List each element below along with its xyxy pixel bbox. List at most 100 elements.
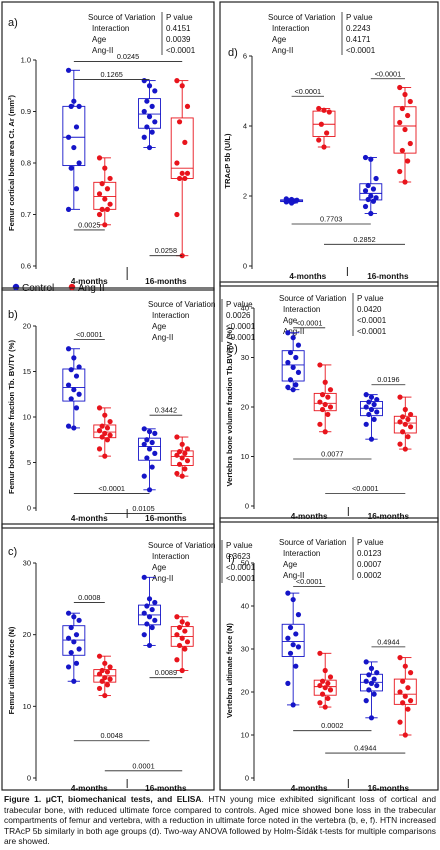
point-angii-4m <box>96 428 103 434</box>
point-control-16m <box>152 599 158 606</box>
point-control-16m <box>368 436 375 442</box>
group-label-16-months: 16-months <box>145 514 187 523</box>
point-control-16m <box>141 574 147 580</box>
y-tick-label: 0.8 <box>21 159 31 168</box>
point-angii-4m <box>96 446 103 452</box>
panel-a-label: a) <box>8 17 18 29</box>
point-control-4m <box>290 702 296 708</box>
stats-value-angii: <0.0001 <box>346 46 376 55</box>
y-tick-label: 10 <box>23 702 31 711</box>
point-angii-4m <box>319 691 326 697</box>
point-angii-4m <box>327 404 334 410</box>
comparison-label: 0.4944 <box>354 744 376 753</box>
y-tick-label: 30 <box>241 353 249 362</box>
box-angii-4m <box>313 679 337 696</box>
point-control-4m <box>65 423 72 429</box>
point-angii-16m <box>402 732 408 738</box>
point-control-16m <box>365 196 371 203</box>
point-angii-16m <box>397 419 403 425</box>
caption-title: Figure 1. μCT, biomechanical tests, and … <box>4 794 202 804</box>
point-control-4m <box>71 98 77 104</box>
point-angii-4m <box>99 667 105 674</box>
point-angii-16m <box>174 632 180 638</box>
point-control-4m <box>290 596 296 603</box>
point-control-4m <box>65 382 72 388</box>
y-tick-label: 0 <box>27 504 31 513</box>
point-control-16m <box>370 186 377 192</box>
point-angii-4m <box>316 105 322 112</box>
point-control-4m <box>76 646 82 652</box>
point-control-16m <box>149 103 155 109</box>
comparison-label: 0.0002 <box>321 721 343 730</box>
point-angii-4m <box>327 387 334 393</box>
stats-row-angii: Ang-II <box>152 574 173 583</box>
group-label-16-months: 16-months <box>145 277 187 286</box>
panel-e-label: e) <box>228 343 238 355</box>
point-angii-16m <box>176 175 183 182</box>
point-control-16m <box>141 426 147 432</box>
y-tick-label: 30 <box>241 645 249 654</box>
point-angii-4m <box>322 704 328 710</box>
point-angii-16m <box>184 621 191 627</box>
point-control-16m <box>141 473 147 479</box>
point-angii-4m <box>317 399 323 405</box>
point-control-4m <box>285 635 291 641</box>
point-control-16m <box>144 455 150 461</box>
y-axis-label: Femur cortical bone area Ct. Ar (mm²) <box>7 95 16 231</box>
point-angii-4m <box>102 660 108 666</box>
y-tick-label: 0.6 <box>21 262 31 271</box>
y-tick-label: 0 <box>243 262 247 271</box>
box-angii-4m <box>313 392 337 412</box>
point-control-4m <box>68 649 74 656</box>
point-control-4m <box>73 405 80 411</box>
point-control-16m <box>366 672 372 678</box>
point-angii-4m <box>99 678 105 684</box>
point-control-16m <box>146 642 153 649</box>
y-axis-label: Femur bone volume fraction Tb. BV/TV (%) <box>7 340 16 494</box>
stats-value-angii: <0.0001 <box>357 327 387 336</box>
point-control-4m <box>71 144 77 151</box>
panel-b-frame <box>1 287 215 529</box>
stats-row-age: Age <box>152 322 167 331</box>
point-angii-16m <box>174 657 180 663</box>
point-control-16m <box>149 464 155 470</box>
box-control-4m <box>281 350 305 382</box>
point-angii-4m <box>96 685 103 692</box>
stats-row-angii: Ang-II <box>152 333 173 342</box>
box-angii-16m <box>393 678 417 705</box>
point-control-4m <box>76 103 82 109</box>
point-angii-16m <box>179 441 185 447</box>
comparison-label: 0.0077 <box>321 449 343 458</box>
y-tick-label: 2 <box>243 192 247 201</box>
stats-value-age: 0.4171 <box>346 35 371 44</box>
y-tick-label: 4 <box>243 122 247 131</box>
point-angii-4m <box>107 201 113 207</box>
y-tick-label: 40 <box>241 304 249 313</box>
point-angii-16m <box>174 470 180 477</box>
point-angii-4m <box>99 434 105 440</box>
comparison-label: <0.0001 <box>296 577 323 586</box>
point-angii-4m <box>318 121 324 127</box>
group-label-4-months: 4-months <box>291 784 328 793</box>
point-angii-16m <box>400 678 406 684</box>
point-control-4m <box>295 369 302 375</box>
point-control-16m <box>368 210 374 217</box>
y-tick-label: 0 <box>27 774 31 783</box>
point-angii-16m <box>182 175 188 182</box>
point-angii-16m <box>174 78 180 84</box>
comparison-label: 0.2852 <box>353 235 375 244</box>
point-angii-16m <box>402 693 408 699</box>
comparison-label: <0.0001 <box>76 330 103 339</box>
y-axis-label: Vertebra bone volume fraction Tb.BV/TV (… <box>225 327 234 487</box>
point-control-16m <box>362 154 369 161</box>
point-angii-16m <box>179 619 185 625</box>
point-control-4m <box>287 349 294 356</box>
stats-value-angii: <0.0001 <box>166 46 196 55</box>
point-control-16m <box>371 691 377 697</box>
point-angii-16m <box>174 211 180 218</box>
point-control-4m <box>285 359 291 366</box>
point-angii-16m <box>397 394 403 400</box>
group-label-4-months: 4-months <box>71 277 108 286</box>
point-angii-4m <box>322 685 328 691</box>
point-control-4m <box>283 199 289 205</box>
